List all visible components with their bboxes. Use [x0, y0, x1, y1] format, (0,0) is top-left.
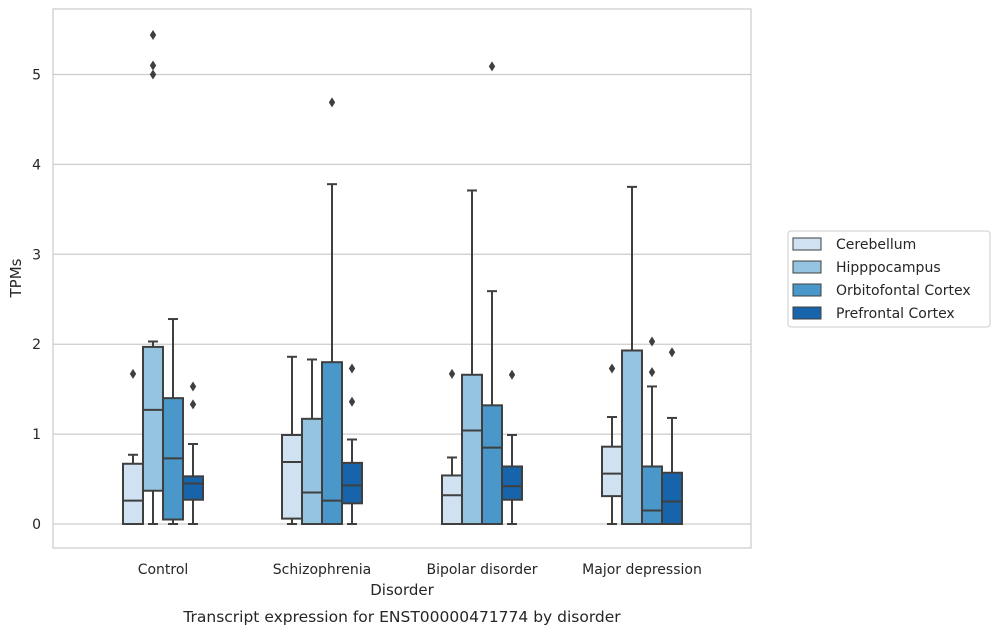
y-tick-labels: 0 1 2 3 4 5: [32, 68, 41, 534]
outlier-point: [328, 97, 336, 108]
outlier-point: [189, 399, 197, 410]
legend-swatch: [792, 260, 822, 274]
box-cerebellum: [441, 368, 463, 526]
box-iqr: [601, 445, 623, 498]
legend-label: Hipppocampus: [836, 260, 941, 276]
box-iqr: [182, 475, 204, 501]
box-prefrontal-cortex: [661, 347, 683, 525]
box-iqr: [481, 404, 503, 525]
box-iqr: [461, 373, 483, 525]
box-cerebellum: [601, 363, 623, 525]
chart-caption: Transcript expression for ENST0000047177…: [182, 608, 621, 626]
box-iqr: [122, 462, 144, 525]
x-axis-title: Disorder: [370, 581, 434, 599]
box-orbitofontal-cortex: [641, 336, 663, 525]
legend-swatch: [792, 283, 822, 297]
box-hipppocampus: [301, 358, 323, 525]
outlier-point: [348, 363, 356, 374]
y-tick-label: 2: [32, 337, 41, 353]
legend-swatch: [792, 237, 822, 251]
x-tick-label: Major depression: [582, 562, 702, 578]
outlier-point: [149, 60, 157, 71]
box-cerebellum: [122, 368, 144, 525]
y-axis-title: TPMs: [7, 258, 25, 298]
box-hipppocampus: [621, 185, 643, 526]
x-tick-label: Bipolar disorder: [426, 562, 537, 578]
box-iqr: [341, 461, 363, 505]
box-hipppocampus: [142, 29, 164, 525]
y-tick-label: 0: [32, 517, 41, 533]
box-iqr: [501, 465, 523, 501]
box-prefrontal-cortex: [341, 363, 363, 525]
y-tick-label: 4: [32, 157, 41, 173]
box-iqr: [281, 433, 303, 520]
x-tick-label: Schizophrenia: [273, 562, 371, 578]
outlier-point: [508, 369, 516, 380]
box-orbitofontal-cortex: [162, 318, 184, 525]
outlier-point: [608, 363, 616, 374]
outlier-point: [448, 368, 456, 379]
plot-area-frame: [52, 8, 752, 549]
box-iqr: [441, 474, 463, 526]
outlier-point: [648, 367, 656, 378]
outlier-point: [488, 61, 496, 72]
legend-label: Cerebellum: [836, 237, 916, 253]
outlier-point: [149, 29, 157, 40]
y-tick-label: 1: [32, 427, 41, 443]
box-cerebellum: [281, 355, 303, 525]
box-iqr: [621, 349, 643, 526]
x-tick-labels: Control Schizophrenia Bipolar disorder Majo…: [138, 562, 702, 578]
box-iqr: [661, 471, 683, 525]
box-iqr: [142, 345, 164, 492]
x-tick-label: Control: [138, 562, 189, 578]
outlier-point: [149, 69, 157, 80]
box-prefrontal-cortex: [501, 369, 523, 525]
y-tick-label: 3: [32, 247, 41, 263]
box-iqr: [301, 417, 323, 525]
box-iqr: [641, 465, 663, 525]
outlier-point: [129, 368, 137, 379]
box-hipppocampus: [461, 189, 483, 525]
box-prefrontal-cortex: [182, 381, 204, 525]
outlier-point: [189, 381, 197, 392]
box-orbitofontal-cortex: [481, 61, 503, 525]
legend-frame: [787, 230, 991, 328]
outlier-point: [668, 347, 676, 358]
legend-label: Orbitofontal Cortex: [836, 283, 971, 299]
box-iqr: [321, 361, 343, 525]
outlier-point: [648, 336, 656, 347]
y-tick-label: 5: [32, 68, 41, 84]
legend: Cerebellum Hipppocampus Orbitofontal Corte…: [787, 230, 991, 328]
legend-swatch: [792, 306, 822, 320]
box-orbitofontal-cortex: [321, 97, 343, 525]
box-layer: [122, 29, 683, 526]
legend-label: Prefrontal Cortex: [836, 306, 955, 322]
outlier-point: [348, 396, 356, 407]
